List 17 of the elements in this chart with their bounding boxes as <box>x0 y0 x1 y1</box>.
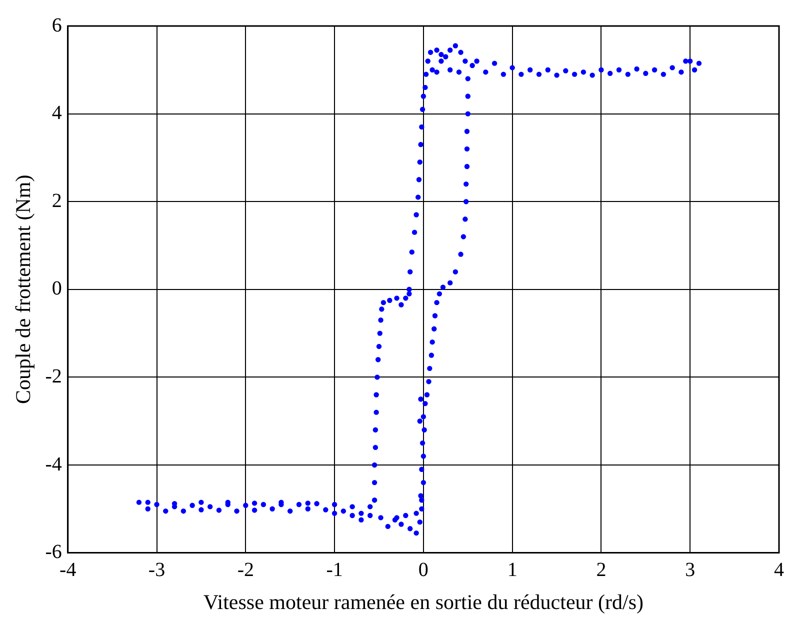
y-tick-label: 6 <box>52 14 62 36</box>
x-tick-label: -1 <box>326 559 343 582</box>
x-tick-label: 0 <box>418 559 428 582</box>
x-tick-label: -3 <box>148 559 166 582</box>
x-tick-label: -2 <box>237 559 254 582</box>
y-tick-label: 4 <box>52 102 62 124</box>
y-tick-label: 2 <box>52 190 62 212</box>
y-axis-title: Couple de frottement (Nm) <box>11 174 36 404</box>
x-tick-label: 4 <box>774 559 784 582</box>
x-axis-title: Vitesse moteur ramenée en sortie du réducteur (rd/s) <box>203 590 644 614</box>
y-tick-label: 0 <box>52 278 62 300</box>
y-tick-label: -6 <box>45 541 62 564</box>
x-tick-label: 1 <box>507 559 518 582</box>
x-tick-label: 3 <box>685 559 696 582</box>
x-tick-label: 2 <box>596 559 606 582</box>
y-tick-label: -2 <box>45 365 62 388</box>
y-tick-label: -4 <box>45 453 62 476</box>
